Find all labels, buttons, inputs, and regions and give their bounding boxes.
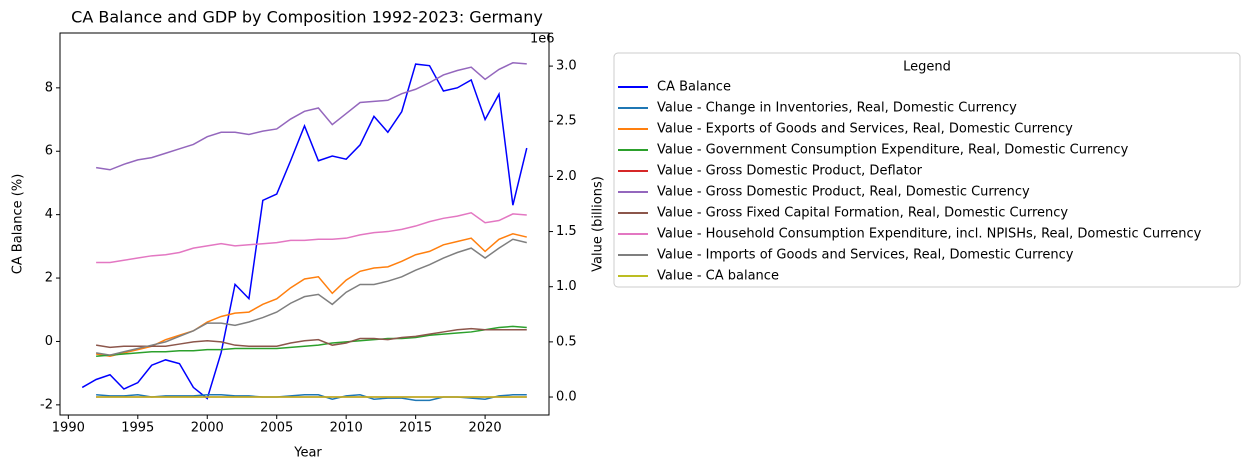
y2-tick-label: 3.0 [556,59,577,74]
x-axis-label: Year [293,446,322,461]
y2-tick-label: 0.5 [556,334,577,349]
legend-label: Value - Government Consumption Expenditu… [657,143,1129,158]
x-tick-label: 2000 [191,421,224,436]
y-tick-label: -2 [40,397,53,412]
plot-frame [59,32,550,416]
y2-tick-label: 2.5 [556,114,577,129]
legend-label: Value - CA balance [657,269,779,284]
data-line [96,211,527,264]
y-tick-label: 8 [45,80,53,95]
x-tick-label: 2020 [469,421,502,436]
legend-label: Value - Exports of Goods and Services, R… [657,122,1073,137]
x-tick-label: 1990 [52,421,85,436]
legend-title: Legend [903,60,951,75]
legend-box [613,52,1241,288]
legend-label: Value - Household Consumption Expenditur… [657,227,1202,242]
legend-label: Value - Imports of Goods and Services, R… [657,248,1074,263]
y-tick-label: 4 [45,207,53,222]
data-line [81,63,528,400]
data-line [96,62,527,171]
legend-label: CA Balance [657,80,731,95]
y2-tick-label: 1.5 [556,224,577,239]
y2-offset: 1e6 [530,32,555,47]
legend-label: Value - Gross Fixed Capital Formation, R… [657,206,1068,221]
y2-axis-label: Value (billions) [591,176,606,272]
x-tick-label: 2010 [330,421,363,436]
data-line [96,232,527,357]
x-tick-label: 2005 [260,421,293,436]
y2-tick-label: 0.0 [556,390,577,405]
data-line [96,327,527,349]
x-tick-label: 1995 [121,421,154,436]
data-line [96,325,527,357]
legend-label: Value - Gross Domestic Product, Deflator [657,164,923,179]
y2-tick-label: 2.0 [556,169,577,184]
legend-label: Value - Gross Domestic Product, Real, Do… [657,185,1030,200]
y-tick-label: 6 [45,144,53,159]
chart-title: CA Balance and GDP by Composition 1992-2… [71,8,543,27]
x-tick-label: 2015 [399,421,432,436]
y-axis-label: CA Balance (%) [11,174,26,275]
y-tick-label: 0 [45,334,53,349]
y-tick-label: 2 [45,271,53,286]
legend-label: Value - Change in Inventories, Real, Dom… [657,101,1017,116]
y2-tick-label: 1.0 [556,279,577,294]
data-line [96,238,527,356]
